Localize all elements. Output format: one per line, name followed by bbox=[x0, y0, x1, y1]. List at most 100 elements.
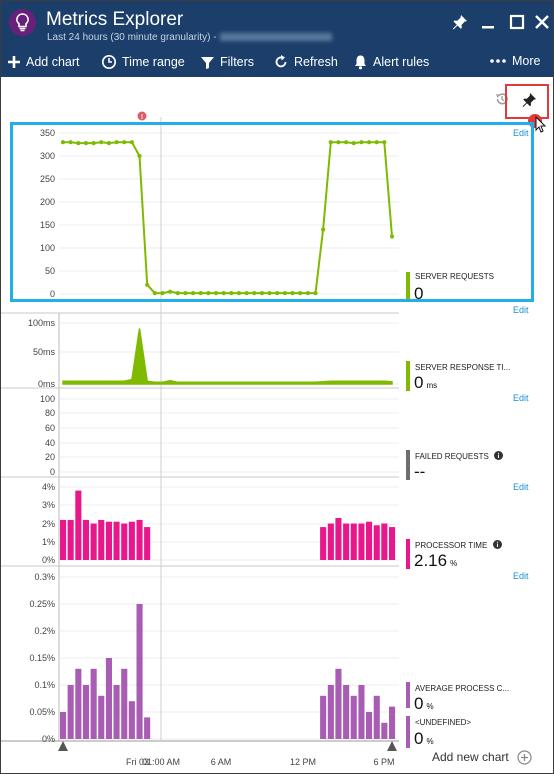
server-requests-point bbox=[137, 153, 142, 159]
server-requests-point bbox=[351, 141, 356, 146]
server-requests-point bbox=[221, 290, 226, 296]
processor-time-bar bbox=[128, 521, 135, 560]
average-process-bar bbox=[105, 658, 112, 739]
close-button[interactable] bbox=[531, 11, 553, 33]
server-requests-point bbox=[83, 141, 89, 146]
average-process-bar bbox=[82, 685, 89, 739]
average-process-bar bbox=[121, 668, 128, 739]
funnel-icon bbox=[201, 56, 214, 69]
range-end-handle bbox=[387, 741, 397, 751]
chart4-edit-link[interactable]: Edit bbox=[513, 482, 529, 492]
server-response-time-area bbox=[62, 328, 393, 385]
chart4-metric-name[interactable]: PROCESSOR TIME bbox=[415, 540, 502, 550]
server-requests-point bbox=[336, 140, 341, 145]
chart5-second-unit: % bbox=[426, 737, 434, 746]
filters-button[interactable]: Filters bbox=[200, 53, 254, 71]
average-process-bar bbox=[320, 695, 327, 739]
server-requests-point bbox=[290, 290, 295, 296]
server-requests-point bbox=[106, 141, 112, 146]
server-requests-point bbox=[343, 140, 349, 145]
server-requests-point bbox=[359, 140, 364, 145]
chart3-metric-name[interactable]: FAILED REQUESTS bbox=[415, 451, 504, 461]
server-requests-point bbox=[229, 290, 234, 296]
refresh-button[interactable]: Refresh bbox=[273, 53, 338, 71]
y-tick-label: 350 bbox=[40, 128, 55, 138]
average-process-bar bbox=[389, 706, 396, 739]
chart2-unit: ms bbox=[426, 381, 438, 390]
y-tick-label: 40 bbox=[45, 438, 55, 448]
y-tick-label: 300 bbox=[40, 151, 55, 161]
command-bar: Add chart Time range Filters Refresh Ale… bbox=[1, 47, 553, 77]
charts-canvas: !350300250200150100500100ms50ms0ms100806… bbox=[1, 111, 399, 767]
y-tick-label: 60 bbox=[45, 423, 55, 433]
alert-rules-button[interactable]: Alert rules bbox=[353, 53, 429, 71]
pin-to-dashboard-button[interactable] bbox=[519, 90, 539, 110]
chart3-value: -- bbox=[414, 462, 426, 481]
clock-icon bbox=[101, 54, 117, 70]
y-tick-label: 200 bbox=[40, 197, 55, 207]
more-button[interactable]: More bbox=[489, 52, 540, 70]
maximize-icon bbox=[509, 14, 525, 30]
processor-time-bar bbox=[105, 521, 112, 560]
refresh-icon bbox=[275, 55, 287, 68]
chart5-metric-name[interactable]: AVERAGE PROCESS C... bbox=[415, 684, 510, 693]
chart5-edit-link[interactable]: Edit bbox=[513, 571, 529, 581]
chart2-metric-name[interactable]: SERVER RESPONSE TI... bbox=[415, 363, 511, 372]
processor-time-bar bbox=[90, 523, 97, 560]
add-new-chart-link[interactable]: Add new chart bbox=[432, 750, 509, 764]
time-range-button[interactable]: Time range bbox=[101, 53, 185, 71]
x-tick-label: Fri 03 bbox=[126, 757, 149, 767]
chart3-metric-label: FAILED REQUESTS bbox=[415, 452, 489, 461]
title-bar: Metrics Explorer Last 24 hours (30 minut… bbox=[1, 1, 553, 47]
server-requests-point bbox=[190, 290, 196, 296]
y-tick-label: 0 bbox=[50, 289, 55, 299]
y-tick-label: 0ms bbox=[38, 379, 56, 389]
pin-icon bbox=[452, 15, 467, 30]
server-requests-point bbox=[298, 290, 303, 296]
chart5-color-strip-2 bbox=[406, 716, 410, 748]
add-new-chart-button[interactable] bbox=[517, 750, 532, 765]
x-tick-label: 6 PM bbox=[373, 757, 394, 767]
maximize-button[interactable] bbox=[506, 11, 528, 33]
average-process-bar bbox=[350, 695, 357, 739]
chart1-color-strip bbox=[406, 272, 410, 302]
chart5-second-value: 0 bbox=[414, 729, 424, 748]
server-requests-point bbox=[183, 290, 188, 296]
y-tick-label: 0.1% bbox=[34, 680, 55, 690]
chart1-edit-link[interactable]: Edit bbox=[513, 128, 529, 138]
minimize-button[interactable] bbox=[477, 11, 499, 33]
server-requests-point bbox=[275, 290, 280, 296]
chart4-value: 2.16 bbox=[414, 551, 448, 570]
average-process-bar bbox=[67, 685, 74, 739]
average-process-bar bbox=[335, 668, 342, 739]
server-requests-point bbox=[382, 140, 387, 145]
chart1-value: 0 bbox=[414, 284, 424, 303]
y-tick-label: 0% bbox=[42, 555, 55, 565]
server-requests-point bbox=[60, 140, 66, 145]
chart3-edit-link[interactable]: Edit bbox=[513, 393, 529, 403]
processor-time-bar bbox=[358, 523, 365, 560]
y-tick-label: 2% bbox=[42, 519, 55, 529]
add-chart-button[interactable]: Add chart bbox=[7, 53, 80, 71]
chart1-metric-name[interactable]: SERVER REQUESTS bbox=[415, 272, 494, 281]
y-tick-label: 100ms bbox=[28, 318, 56, 328]
pin-blade-button[interactable] bbox=[449, 11, 471, 33]
y-tick-label: 0.15% bbox=[29, 653, 55, 663]
ellipsis-icon bbox=[490, 59, 506, 63]
plus-icon bbox=[8, 56, 20, 68]
average-process-bar bbox=[75, 668, 82, 739]
processor-time-bar bbox=[373, 525, 380, 560]
server-requests-point bbox=[76, 141, 81, 146]
server-requests-point bbox=[68, 140, 73, 145]
chart5-second-metric-name[interactable]: <UNDEFINED> bbox=[415, 718, 472, 727]
close-icon bbox=[535, 15, 549, 29]
average-process-bar bbox=[366, 712, 373, 739]
window-title: Metrics Explorer bbox=[46, 9, 184, 30]
alert-rules-label: Alert rules bbox=[373, 55, 430, 69]
chart2-edit-link[interactable]: Edit bbox=[513, 305, 529, 315]
processor-time-bar bbox=[67, 519, 74, 560]
average-process-bar bbox=[373, 695, 380, 739]
info-icon bbox=[494, 451, 504, 460]
server-requests-point bbox=[206, 290, 211, 296]
